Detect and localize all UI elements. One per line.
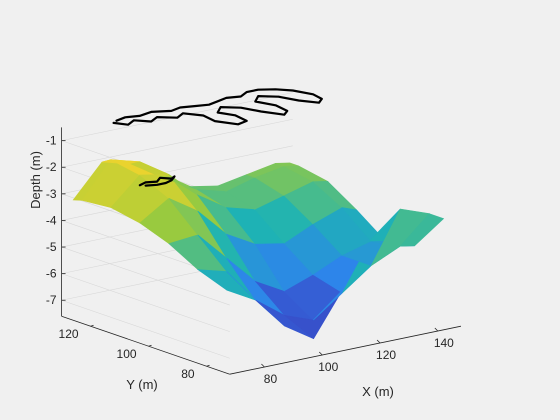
x-tick-mark xyxy=(261,363,265,368)
x-tick-mark xyxy=(376,339,381,344)
y-axis-line xyxy=(61,315,230,375)
x-tick-label: 100 xyxy=(318,360,338,374)
grid-line xyxy=(61,299,230,359)
z-tick-label: -1 xyxy=(46,134,57,148)
surface-layer xyxy=(72,159,445,340)
z-tick-label: -7 xyxy=(46,293,57,307)
x-axis-label: X (m) xyxy=(362,384,394,399)
x-tick-label: 80 xyxy=(264,372,278,386)
z-tick-label: -2 xyxy=(46,160,57,174)
x-axis-line xyxy=(229,325,462,375)
y-tick-label: 120 xyxy=(59,327,79,341)
z-tick-label: -4 xyxy=(46,213,57,227)
grid-line xyxy=(61,246,230,306)
x-tick-mark xyxy=(434,327,439,332)
x-tick-label: 120 xyxy=(376,348,396,362)
lower-track-line xyxy=(138,175,176,187)
z-axis-label: Depth (m) xyxy=(28,151,43,209)
y-tick-mark xyxy=(90,324,94,327)
z-tick-label: -3 xyxy=(46,187,57,201)
y-tick-mark xyxy=(148,344,152,347)
grid-line xyxy=(61,273,230,332)
z-tick-label: -6 xyxy=(46,267,57,281)
vehicle-track-line xyxy=(112,88,323,126)
y-tick-mark xyxy=(206,364,210,367)
axes-layer: 80 100 120 140 80 100 120 -1 -2 -3 -4 -5 -6 -7 xyxy=(46,127,462,386)
track-layer xyxy=(112,88,323,187)
z-tick-label: -5 xyxy=(46,240,57,254)
surface-patch xyxy=(399,213,445,247)
y-tick-label: 80 xyxy=(181,367,195,381)
y-axis-label: Y (m) xyxy=(126,377,158,392)
x-tick-mark xyxy=(318,351,323,356)
y-tick-label: 100 xyxy=(117,347,137,361)
grid-line xyxy=(61,118,293,168)
x-tick-label: 140 xyxy=(434,336,454,350)
